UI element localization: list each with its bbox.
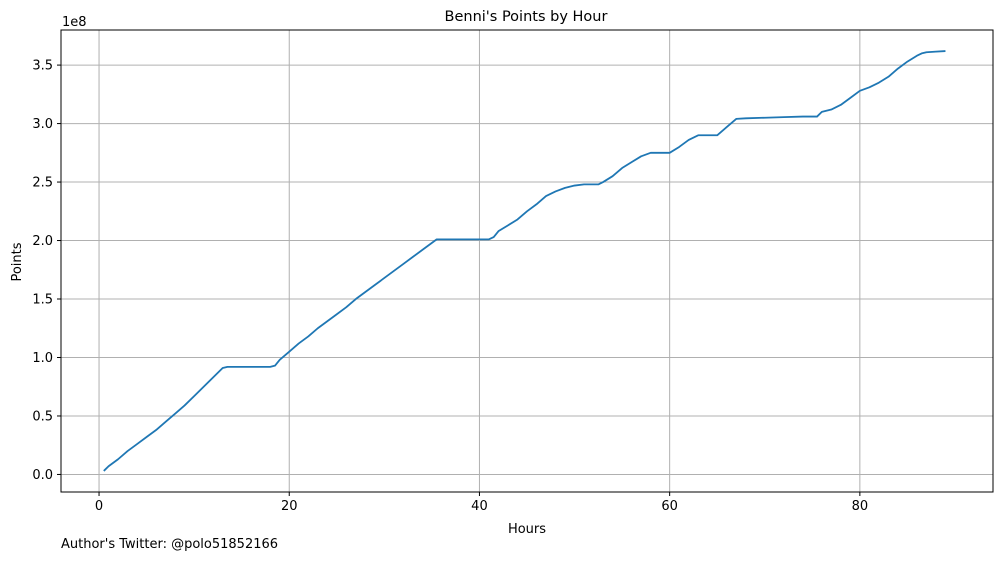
y-offset-label: 1e8 (62, 15, 87, 30)
grid (61, 30, 993, 492)
x-tick-label: 20 (281, 499, 298, 514)
x-tick-label: 80 (852, 499, 869, 514)
x-tick-label: 60 (661, 499, 678, 514)
x-tick-label: 40 (471, 499, 488, 514)
y-tick-label: 2.0 (32, 234, 53, 249)
y-tick-label: 3.5 (32, 59, 53, 74)
y-tick-label: 1.5 (32, 293, 53, 308)
chart-title: Benni's Points by Hour (445, 9, 608, 25)
plot-frame (60, 29, 994, 493)
series-group (103, 50, 946, 472)
y-tick-label: 0.0 (32, 468, 53, 483)
y-tick-label: 0.5 (32, 409, 53, 424)
y-tick-label: 3.0 (32, 117, 53, 132)
y-tick-label: 1.0 (32, 351, 53, 366)
x-axis-label: Hours (508, 522, 546, 537)
author-credit: Author's Twitter: @polo51852166 (61, 537, 279, 552)
axis-ticks: 0 20 40 60 80 0.0 0.5 1.0 1.5 2.0 2.5 3.0 3.5 (32, 59, 868, 514)
y-axis-label: Points (10, 242, 25, 281)
x-tick-label: 0 (95, 499, 103, 514)
y-tick-label: 2.5 (32, 176, 53, 191)
series-line (103, 50, 946, 472)
